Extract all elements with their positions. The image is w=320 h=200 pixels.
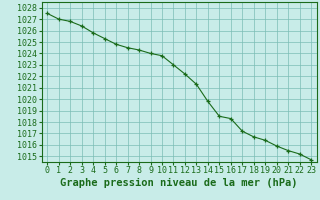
X-axis label: Graphe pression niveau de la mer (hPa): Graphe pression niveau de la mer (hPa): [60, 178, 298, 188]
